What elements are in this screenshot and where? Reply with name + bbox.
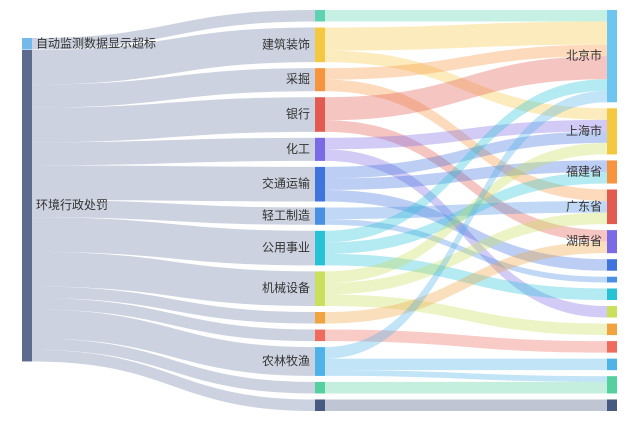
sankey-link [325, 329, 607, 353]
sankey-link [325, 219, 607, 283]
sankey-node [607, 10, 617, 103]
sankey-link [32, 349, 315, 411]
sankey-node [315, 207, 325, 225]
sankey-link [32, 68, 315, 108]
sankey-link [325, 44, 607, 80]
sankey-link [32, 217, 315, 266]
sankey-link [325, 79, 607, 243]
sankey-link [32, 298, 315, 342]
sankey-node [607, 288, 617, 301]
sankey-node [315, 166, 325, 202]
sankey-node-label: 建筑装饰 [262, 36, 310, 51]
sankey-link [32, 137, 315, 166]
sankey-node [315, 329, 325, 342]
sankey-node [315, 381, 325, 394]
sankey-node [607, 230, 617, 254]
sankey-link [325, 370, 607, 382]
sankey-node [22, 38, 32, 50]
sankey-node [315, 27, 325, 63]
sankey-node [607, 323, 617, 336]
sankey-link [325, 381, 607, 394]
sankey-node [607, 399, 617, 411]
sankey-link [32, 199, 315, 225]
sankey-link [32, 27, 315, 85]
sankey-link [325, 50, 607, 120]
nodes-layer [22, 10, 617, 411]
sankey-link [325, 201, 607, 220]
sankey-node [22, 50, 32, 362]
sankey-link [32, 165, 315, 202]
sankey-node-label: 环境行政处罚 [36, 197, 108, 212]
sankey-node-label: 化工 [286, 142, 310, 156]
sankey-link [325, 10, 607, 22]
sankey-node [607, 341, 617, 353]
sankey-node-label: 广东省 [566, 199, 602, 213]
sankey-node-label: 银行 [286, 107, 310, 121]
sankey-node-label: 公用事业 [262, 241, 310, 255]
sankey-link [325, 21, 607, 51]
sankey-link [325, 90, 607, 359]
sankey-link [325, 253, 607, 301]
sankey-link [32, 309, 315, 376]
sankey-link [32, 338, 315, 394]
sankey-node [607, 108, 617, 155]
sankey-node [315, 312, 325, 324]
sankey-link [32, 97, 315, 143]
sankey-node [315, 97, 325, 132]
sankey-link [32, 286, 315, 324]
sankey-node [315, 271, 325, 307]
sankey-link [325, 358, 607, 371]
sankey-node [315, 347, 325, 376]
sankey-node-label: 湖南省 [566, 233, 602, 248]
sankey-link [325, 56, 607, 121]
sankey-node [315, 137, 325, 161]
sankey-node [315, 10, 325, 22]
sankey-link [325, 142, 607, 283]
sankey-link [32, 10, 315, 50]
sankey-node [607, 306, 617, 318]
sankey-node-label: 福建省 [566, 163, 602, 178]
sankey-node-label: 自动监测数据显示超标 [36, 35, 156, 50]
sankey-link [325, 160, 607, 190]
sankey-link [325, 149, 607, 318]
sankey-node-label: 机械设备 [262, 280, 310, 295]
sankey-link [325, 399, 607, 411]
sankey-link [325, 212, 607, 295]
sankey-node [607, 259, 617, 271]
sankey-node-label: 采掘 [286, 71, 310, 86]
sankey-link [325, 241, 607, 324]
sankey-link [325, 294, 607, 336]
sankey-node-label: 农林牧渔 [262, 354, 310, 368]
sankey-node [607, 276, 617, 283]
sankey-link [325, 120, 607, 242]
sankey-node [315, 68, 325, 92]
sankey-node [607, 358, 617, 371]
sankey-link [32, 251, 315, 307]
sankey-node-label: 轻工制造 [262, 209, 310, 223]
sankey-node [315, 399, 325, 411]
sankey-node [315, 230, 325, 266]
sankey-node-label: 上海市 [566, 123, 602, 138]
links-layer [32, 10, 607, 411]
sankey-link [325, 131, 607, 179]
sankey-node [607, 189, 617, 225]
sankey-link [325, 189, 607, 271]
sankey-node [607, 376, 617, 394]
sankey-node-label: 北京市 [566, 48, 602, 63]
sankey-node [607, 160, 617, 184]
sankey-link [325, 79, 607, 202]
sankey-link [325, 171, 607, 254]
sankey-node-label: 交通运输 [262, 176, 310, 191]
sankey-link [325, 119, 607, 150]
